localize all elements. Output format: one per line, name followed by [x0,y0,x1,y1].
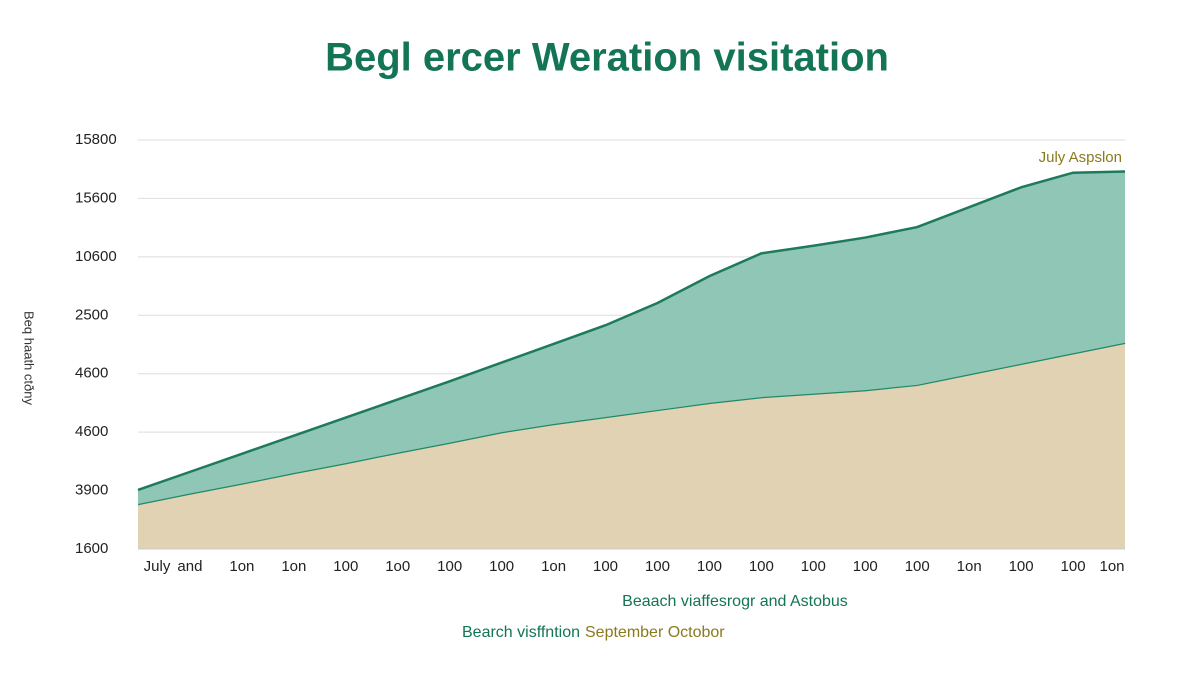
x-tick-label: and [177,558,202,575]
x-tick-label: 100 [489,558,514,575]
x-tick-label: 100 [801,558,826,575]
y-tick-label: 1600 [75,540,108,557]
x-tick-label: 100 [1009,558,1034,575]
x-tick-label: 1o0 [385,558,410,575]
area [138,342,1125,549]
area-line [137,170,1126,492]
chart-title: Begl ercer Weration visitation [325,36,889,80]
x-tick-label: 100 [749,558,774,575]
legend-label: Bearch visffntion [462,624,580,641]
x-tick-label: 100 [1061,558,1086,575]
x-tick-label: 100 [333,558,358,575]
legend-label: September Octobor [585,624,725,641]
y-axis-label: Beq haath ctðny [22,311,37,405]
y-tick-label: 3900 [75,482,108,499]
y-tick-label: 15600 [75,189,117,206]
x-tick-label: 1on [541,558,566,575]
y-tick-label: 2500 [75,306,108,323]
x-tick-label: 100 [697,558,722,575]
x-tick-label: 100 [853,558,878,575]
y-tick-label: 10600 [75,248,117,265]
x-tick-label: 1on [229,558,254,575]
x-tick-label: 1on [281,558,306,575]
legend-subtitle: Beaach viaffesrogr and Astobus [622,593,848,610]
x-tick-label: 100 [437,558,462,575]
y-tick-label: 4600 [75,365,108,382]
y-tick-label: 4600 [75,423,108,440]
y-tick-label: 15800 [75,131,117,148]
x-tick-label: 100 [905,558,930,575]
x-tick-label: 1on [957,558,982,575]
x-tick-label: 1on [1099,558,1124,575]
annotation: July Aspslon [1039,149,1122,166]
x-tick-label: 100 [593,558,618,575]
area [138,171,1125,505]
x-tick-label: July [144,558,171,575]
x-tick-label: 100 [645,558,670,575]
